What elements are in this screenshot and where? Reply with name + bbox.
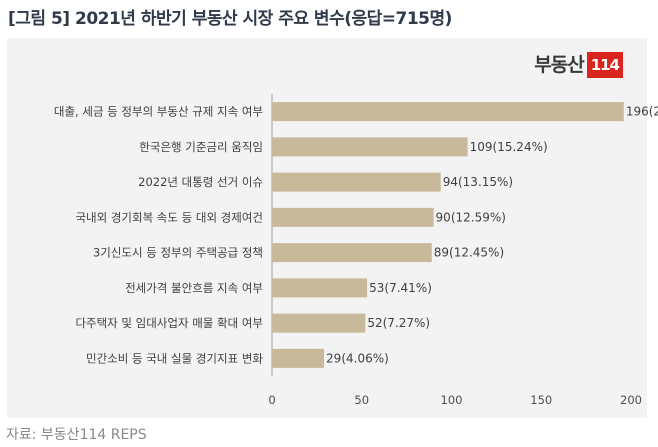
bar-5 [272, 243, 432, 263]
category-label-6: 전세가격 불안흐름 지속 여부 [125, 281, 263, 295]
data-label-7: 52(7.27%) [367, 316, 430, 330]
data-label-1: 196(27.41%) [626, 105, 658, 119]
data-label-3: 94(13.15%) [443, 175, 513, 189]
brand-logo: 부동산 114 [534, 52, 623, 78]
chart-panel: 부동산 114 [7, 38, 647, 418]
category-label-4: 국내외 경기회복 속도 등 대외 경제여건 [75, 210, 263, 224]
data-label-4: 90(12.59%) [436, 210, 506, 224]
logo-number: 114 [586, 52, 623, 78]
source-note: 자료: 부동산114 REPS [6, 427, 147, 443]
data-label-2: 109(15.24%) [470, 140, 548, 154]
bar-8 [272, 348, 325, 368]
category-label-7: 다주택자 및 임대사업자 매물 확대 여부 [75, 316, 263, 330]
x-tick-label-1: 0 [268, 393, 275, 407]
bar-1 [272, 102, 624, 122]
bar-7 [272, 313, 366, 333]
data-label-8: 29(4.06%) [326, 351, 389, 365]
category-label-2: 한국은행 기준금리 움직임 [139, 140, 263, 154]
x-tick-label-4: 150 [530, 393, 552, 407]
data-label-6: 53(7.41%) [369, 281, 432, 295]
x-tick-label-3: 100 [441, 393, 463, 407]
bar-4 [272, 207, 434, 227]
bar-2 [272, 137, 468, 157]
bar-6 [272, 278, 368, 298]
x-tick-label-5: 200 [620, 393, 642, 407]
x-tick-label-2: 50 [354, 393, 369, 407]
category-label-3: 2022년 대통령 선거 이슈 [138, 175, 263, 189]
category-label-1: 대출, 세금 등 정부의 부동산 규제 지속 여부 [54, 105, 263, 119]
bar-3 [272, 172, 441, 192]
category-label-8: 민간소비 등 국내 실물 경기지표 변화 [86, 351, 263, 365]
category-label-5: 3기신도시 등 정부의 주택공급 정책 [93, 246, 263, 260]
logo-text: 부동산 [534, 54, 584, 76]
chart-title: [그림 5] 2021년 하반기 부동산 시장 주요 변수(응답=715명) [8, 9, 452, 29]
data-label-5: 89(12.45%) [434, 246, 504, 260]
